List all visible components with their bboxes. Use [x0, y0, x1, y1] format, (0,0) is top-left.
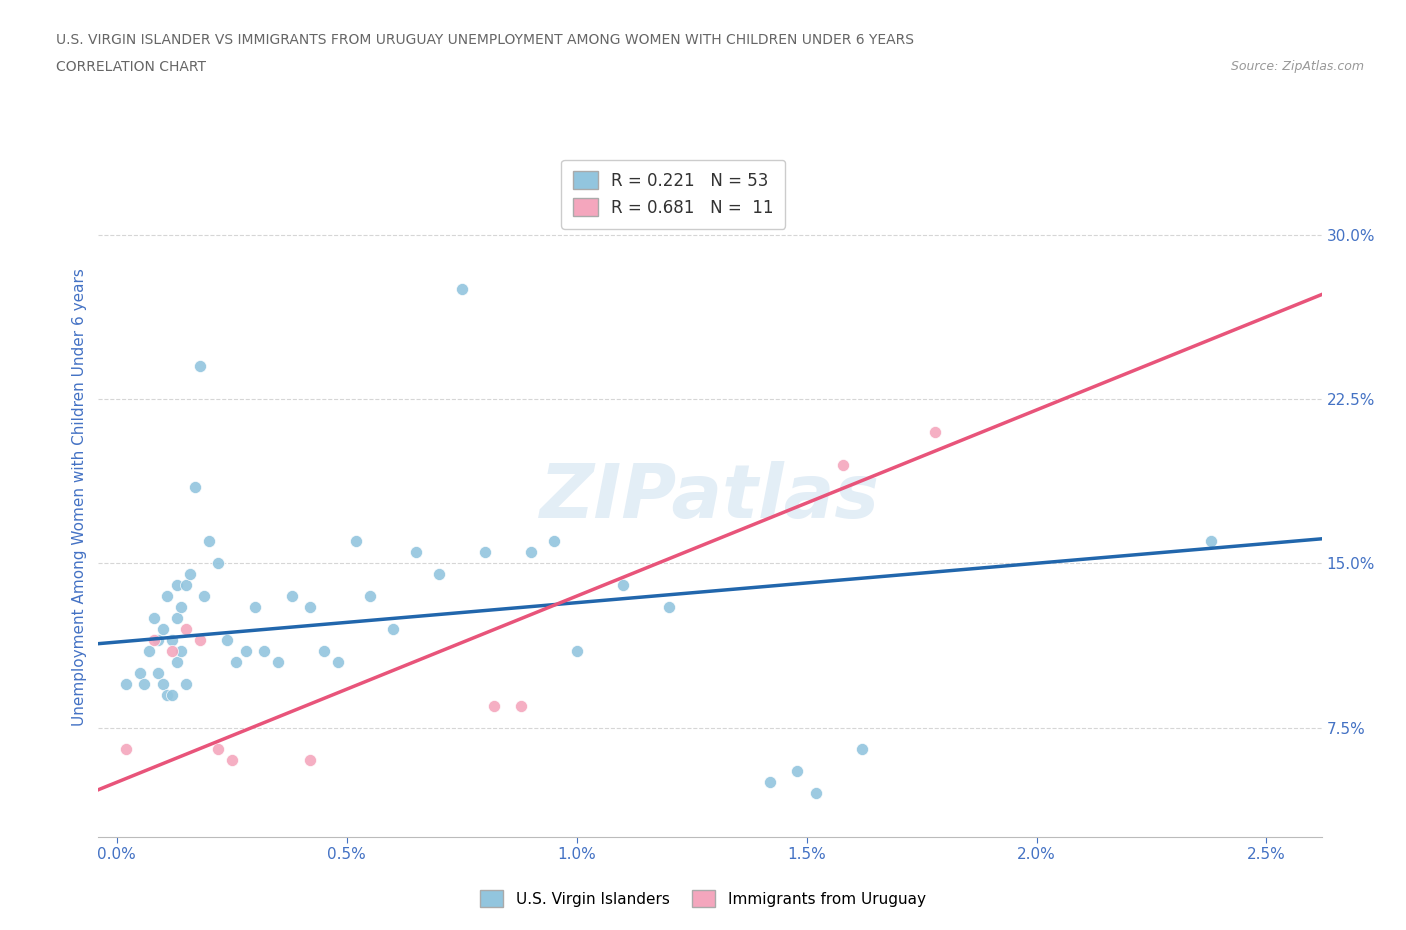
Point	[179, 566, 201, 581]
Point	[174, 676, 197, 691]
Point	[381, 621, 404, 636]
Point	[235, 644, 257, 658]
Point	[174, 621, 197, 636]
Y-axis label: Unemployment Among Women with Children Under 6 years: Unemployment Among Women with Children U…	[72, 269, 87, 726]
Point	[519, 545, 541, 560]
Point	[115, 742, 138, 757]
Point	[156, 687, 179, 702]
Point	[474, 545, 496, 560]
Point	[128, 665, 150, 680]
Point	[184, 479, 207, 494]
Point	[170, 600, 193, 615]
Text: CORRELATION CHART: CORRELATION CHART	[56, 60, 207, 74]
Point	[152, 621, 174, 636]
Point	[166, 578, 188, 592]
Point	[197, 534, 219, 549]
Point	[221, 753, 243, 768]
Point	[565, 644, 588, 658]
Point	[298, 600, 321, 615]
Point	[148, 632, 170, 647]
Point	[851, 742, 873, 757]
Point	[152, 676, 174, 691]
Point	[217, 632, 239, 647]
Point	[115, 676, 138, 691]
Point	[450, 282, 472, 297]
Point	[253, 644, 276, 658]
Point	[1201, 534, 1223, 549]
Point	[170, 644, 193, 658]
Point	[298, 753, 321, 768]
Point	[543, 534, 565, 549]
Point	[510, 698, 533, 713]
Point	[166, 611, 188, 626]
Point	[312, 644, 335, 658]
Point	[612, 578, 634, 592]
Text: Source: ZipAtlas.com: Source: ZipAtlas.com	[1230, 60, 1364, 73]
Point	[267, 655, 290, 670]
Point	[134, 676, 156, 691]
Text: U.S. VIRGIN ISLANDER VS IMMIGRANTS FROM URUGUAY UNEMPLOYMENT AMONG WOMEN WITH CH: U.S. VIRGIN ISLANDER VS IMMIGRANTS FROM …	[56, 33, 914, 46]
Point	[344, 534, 367, 549]
Point	[174, 578, 197, 592]
Point	[243, 600, 266, 615]
Point	[832, 458, 855, 472]
Point	[482, 698, 505, 713]
Legend: U.S. Virgin Islanders, Immigrants from Uruguay: U.S. Virgin Islanders, Immigrants from U…	[474, 884, 932, 913]
Point	[359, 589, 381, 604]
Point	[138, 644, 160, 658]
Legend: R = 0.221   N = 53, R = 0.681   N =  11: R = 0.221 N = 53, R = 0.681 N = 11	[561, 160, 786, 229]
Point	[804, 786, 827, 801]
Point	[207, 742, 229, 757]
Point	[188, 359, 211, 374]
Text: ZIPatlas: ZIPatlas	[540, 461, 880, 534]
Point	[188, 632, 211, 647]
Point	[166, 655, 188, 670]
Point	[405, 545, 427, 560]
Point	[193, 589, 215, 604]
Point	[207, 556, 229, 571]
Point	[786, 764, 808, 778]
Point	[148, 665, 170, 680]
Point	[280, 589, 302, 604]
Point	[658, 600, 681, 615]
Point	[924, 424, 946, 439]
Point	[160, 632, 183, 647]
Point	[759, 775, 782, 790]
Point	[160, 644, 183, 658]
Point	[326, 655, 349, 670]
Point	[160, 687, 183, 702]
Point	[427, 566, 450, 581]
Point	[225, 655, 247, 670]
Point	[142, 632, 165, 647]
Point	[142, 611, 165, 626]
Point	[156, 589, 179, 604]
